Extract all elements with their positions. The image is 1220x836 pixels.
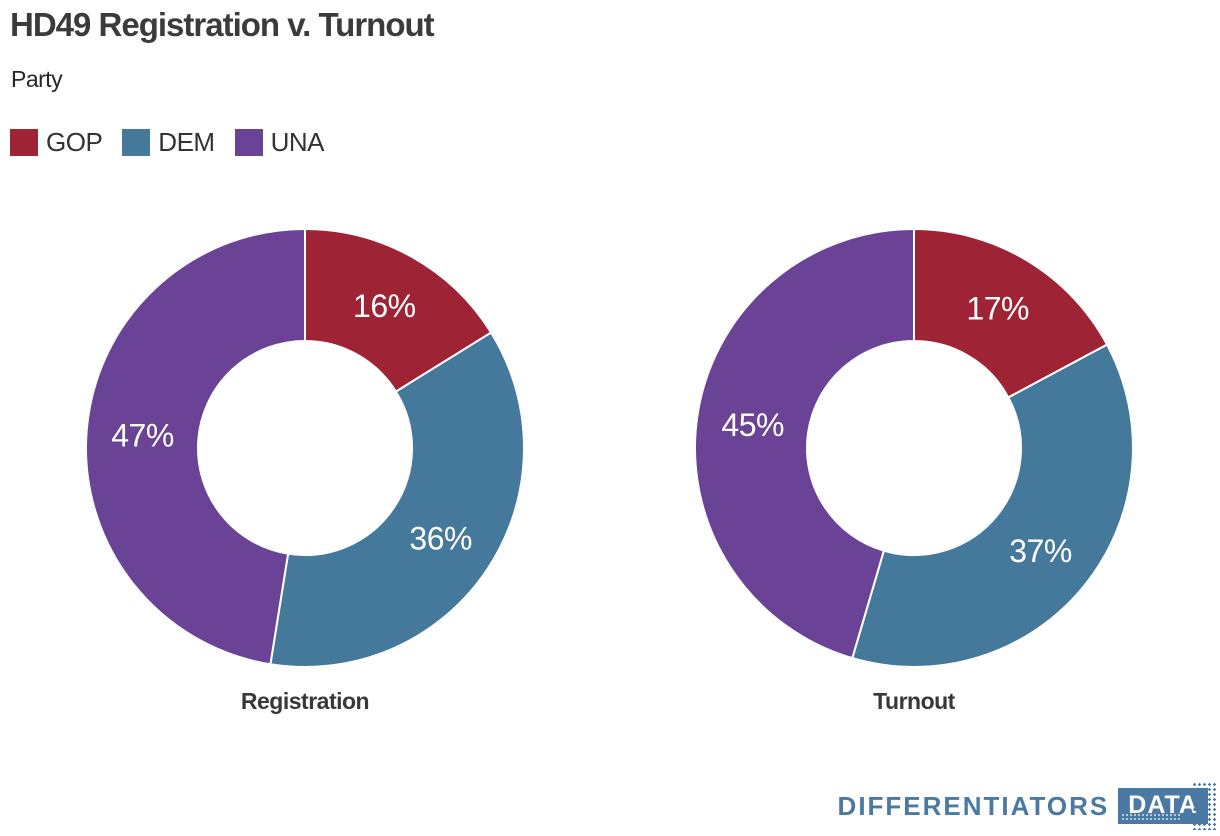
slice-label-turnout-gop: 17% — [966, 290, 1029, 326]
donut-chart-registration: 16% 36% 47% — [84, 228, 525, 668]
page-title: HD49 Registration v. Turnout — [10, 6, 435, 43]
brand-logo: DIFFERENTIATORS DATA — [837, 782, 1218, 830]
brand-badge: DATA — [1118, 782, 1218, 830]
donut-slice-turnout-una — [693, 228, 915, 660]
legend-item-una: UNA — [234, 127, 325, 158]
legend-swatch-dem — [122, 129, 151, 156]
legend-swatch-una — [234, 129, 263, 156]
donut-caption-turnout: Turnout — [873, 688, 955, 714]
legend-label-gop: GOP — [46, 127, 103, 157]
brand-wordmark: DIFFERENTIATORS — [837, 790, 1110, 821]
slice-label-turnout-dem: 37% — [1009, 533, 1072, 569]
legend-item-gop: GOP — [10, 127, 103, 158]
legend-label-una: UNA — [270, 127, 325, 157]
donut-slice-turnout-gop — [913, 228, 1109, 399]
legend-swatch-gop — [10, 129, 38, 156]
donut-chart-turnout: 17% 37% 45% — [693, 228, 1134, 668]
donut-slice-registration-dem — [269, 331, 525, 668]
donut-figure-registration: 16% 36% 47% Registration — [84, 228, 525, 715]
donut-caption-registration: Registration — [240, 688, 370, 714]
legend-item-dem: DEM — [122, 127, 215, 158]
donut-slice-registration-una — [84, 228, 306, 666]
legend: GOP DEM UNA — [10, 127, 344, 158]
slice-label-turnout-una: 45% — [721, 407, 784, 443]
donut-figure-turnout: 17% 37% 45% Turnout — [693, 228, 1134, 715]
slice-label-registration-una: 47% — [111, 417, 174, 453]
slice-label-registration-dem: 36% — [409, 521, 472, 557]
slice-label-registration-gop: 16% — [353, 288, 416, 324]
donut-slice-turnout-dem — [851, 343, 1134, 668]
legend-label-dem: DEM — [158, 127, 215, 157]
chart-subtitle: Party — [11, 66, 63, 92]
donut-slice-registration-gop — [304, 228, 493, 393]
